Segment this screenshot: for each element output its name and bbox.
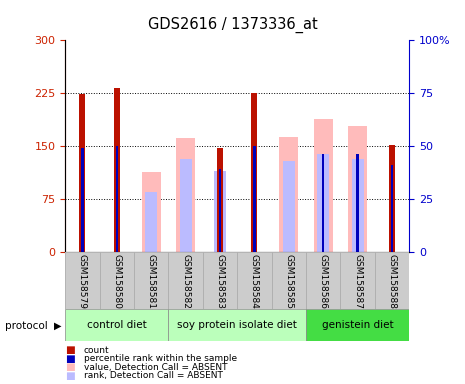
Text: GSM158583: GSM158583 [215,255,225,310]
Text: value, Detection Call = ABSENT: value, Detection Call = ABSENT [84,362,227,372]
Bar [81,148,84,252]
Bar [389,145,395,252]
Bar [348,126,367,252]
Bar [113,88,120,252]
Text: control diet: control diet [87,320,146,330]
Bar [179,159,192,252]
Bar [65,252,100,309]
Text: ■: ■ [65,362,75,372]
Text: GSM158580: GSM158580 [112,255,121,310]
Text: GSM158587: GSM158587 [353,255,362,310]
Bar [134,252,168,309]
Text: soy protein isolate diet: soy protein isolate diet [177,320,297,330]
Bar [317,154,329,252]
Bar [314,119,332,252]
Bar [251,93,258,252]
Text: GSM158579: GSM158579 [78,255,87,310]
Text: GSM158582: GSM158582 [181,255,190,309]
Bar [253,146,256,252]
Bar [176,138,195,252]
Text: ■: ■ [65,354,75,364]
Bar [391,165,393,252]
Text: protocol: protocol [5,321,47,331]
Bar [168,252,203,309]
Bar [283,161,295,252]
Text: ■: ■ [65,371,75,381]
Text: GSM158586: GSM158586 [319,255,328,310]
Text: percentile rank within the sample: percentile rank within the sample [84,354,237,363]
Text: GSM158584: GSM158584 [250,255,259,309]
Bar [356,154,359,252]
Bar [272,252,306,309]
Text: ▶: ▶ [53,321,61,331]
Text: rank, Detection Call = ABSENT: rank, Detection Call = ABSENT [84,371,223,380]
Text: GDS2616 / 1373336_at: GDS2616 / 1373336_at [147,17,318,33]
Bar [237,252,272,309]
Text: GSM158588: GSM158588 [387,255,397,310]
Bar [217,148,223,252]
Bar [79,94,86,252]
Bar [306,309,409,341]
Text: GSM158585: GSM158585 [284,255,293,310]
Text: ■: ■ [65,345,75,355]
Bar [145,192,157,252]
Bar [214,171,226,252]
Bar [340,252,375,309]
Bar [322,154,325,252]
Bar [100,252,134,309]
Bar [115,146,118,252]
Text: genistein diet: genistein diet [322,320,393,330]
Text: GSM158581: GSM158581 [146,255,156,310]
Bar [219,169,221,252]
Bar [168,309,306,341]
Bar [375,252,409,309]
Bar [279,137,298,252]
Bar [352,159,364,252]
Bar [306,252,340,309]
Bar [203,252,237,309]
Bar [65,309,168,341]
Bar [142,172,160,252]
Text: count: count [84,346,109,355]
